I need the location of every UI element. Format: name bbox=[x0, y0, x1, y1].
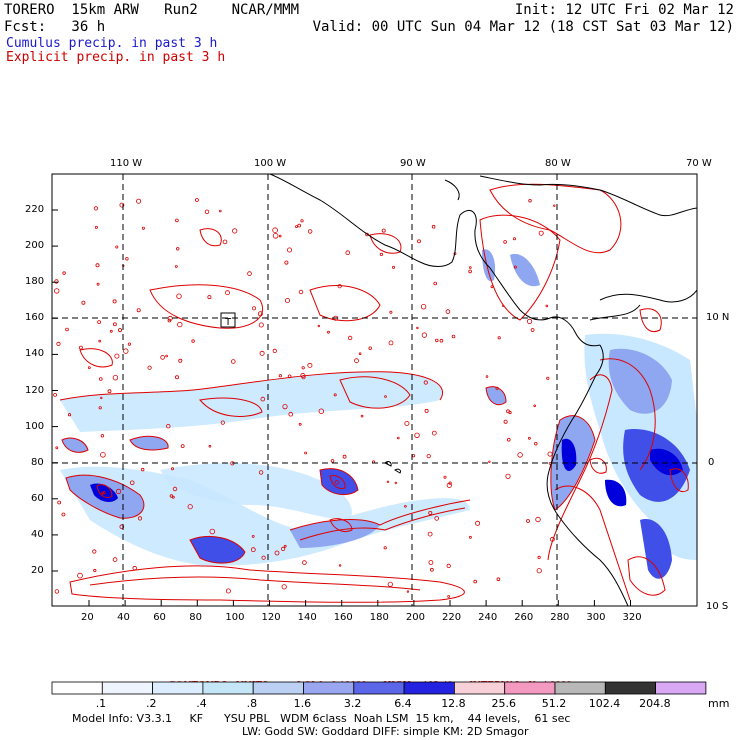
x-tick-label: 160 bbox=[333, 612, 353, 623]
x-tick-label: 120 bbox=[261, 612, 281, 623]
x-tick-label: 200 bbox=[405, 612, 425, 623]
lon-label: 70 W bbox=[686, 158, 712, 169]
y-tick-label: 20 bbox=[31, 565, 44, 576]
x-tick-label: 140 bbox=[297, 612, 317, 623]
colorbar-label: 1.6 bbox=[293, 697, 312, 710]
x-tick-label: 20 bbox=[81, 612, 94, 623]
valid-time: Valid: 00 UTC Sun 04 Mar 12 (18 CST Sat … bbox=[312, 19, 734, 35]
y-tick-label: 100 bbox=[25, 420, 45, 432]
colorbar-label: 102.4 bbox=[588, 697, 621, 710]
x-tick-label: 240 bbox=[478, 612, 498, 623]
lon-label: 80 W bbox=[545, 158, 571, 169]
model-title: TORERO 15km ARW Run2 NCAR/MMM bbox=[4, 2, 300, 18]
lat-label: 10 S bbox=[706, 601, 729, 612]
x-tick-label: 60 bbox=[153, 612, 166, 623]
x-tick-label: 280 bbox=[550, 612, 570, 623]
colorbar-label: .8 bbox=[246, 697, 258, 710]
x-tick-label: 260 bbox=[514, 612, 534, 623]
forecast-hour: Fcst: 36 h bbox=[4, 19, 106, 35]
colorbar-label: 12.8 bbox=[441, 697, 466, 710]
y-tick-label: 200 bbox=[25, 240, 45, 252]
svg-text:T: T bbox=[224, 317, 232, 328]
colorbar-label: 3.2 bbox=[343, 697, 362, 710]
explicit-precip-contours bbox=[59, 183, 689, 603]
colorbar-label: 204.8 bbox=[639, 697, 671, 710]
lat-lon-grid bbox=[52, 174, 697, 606]
x-tick-label: 180 bbox=[369, 612, 389, 623]
x-tick-label: 320 bbox=[622, 612, 642, 623]
colorbar-label: .4 bbox=[196, 697, 207, 710]
lon-label: 100 W bbox=[254, 158, 287, 169]
y-tick-label: 180 bbox=[25, 276, 45, 288]
init-time: Init: 12 UTC Fri 02 Mar 12 bbox=[514, 2, 734, 18]
lat-label: 10 N bbox=[706, 312, 730, 323]
x-tick-label: 220 bbox=[442, 612, 462, 623]
colorbar-label: .1 bbox=[95, 697, 107, 710]
colorbar-label: .2 bbox=[146, 697, 157, 710]
x-tick-label: 300 bbox=[586, 612, 606, 623]
explicit-legend: Explicit precip. in past 3 h bbox=[6, 50, 226, 65]
colorbar-label: 6.4 bbox=[394, 697, 412, 710]
y-tick-label: 120 bbox=[25, 384, 45, 396]
model-info-line1: Model Info: V3.3.1 KF YSU PBL WDM 6class… bbox=[72, 712, 571, 725]
x-tick-label: 100 bbox=[225, 612, 245, 623]
contour-info: CONTOURS: UNITS=mm LOW= 0.10000 HIGH= 10… bbox=[168, 679, 572, 691]
x-tick-label: 80 bbox=[189, 612, 203, 623]
x-tick-label: 40 bbox=[117, 612, 130, 623]
y-tick-label: 140 bbox=[25, 348, 45, 360]
lon-label: 90 W bbox=[400, 158, 426, 169]
colorbar-label: 25.6 bbox=[491, 697, 517, 710]
station-marker bbox=[220, 312, 236, 328]
y-tick-label: 60 bbox=[31, 492, 44, 504]
lon-label: 110 W bbox=[110, 158, 143, 169]
colorbar-unit: mm bbox=[708, 697, 730, 710]
cumulus-legend: Cumulus precip. in past 3 h bbox=[6, 36, 218, 51]
coastlines bbox=[269, 174, 697, 606]
y-tick-label: 160 bbox=[25, 312, 45, 324]
lat-label: 0 bbox=[708, 457, 715, 468]
model-info-line2: LW: Godd SW: Goddard DIFF: simple KM: 2D… bbox=[242, 725, 529, 738]
y-tick-label: 40 bbox=[31, 528, 44, 540]
y-tick-label: 220 bbox=[25, 204, 45, 215]
colorbar-label: 51.2 bbox=[541, 697, 567, 710]
y-tick-label: 80 bbox=[31, 456, 44, 468]
